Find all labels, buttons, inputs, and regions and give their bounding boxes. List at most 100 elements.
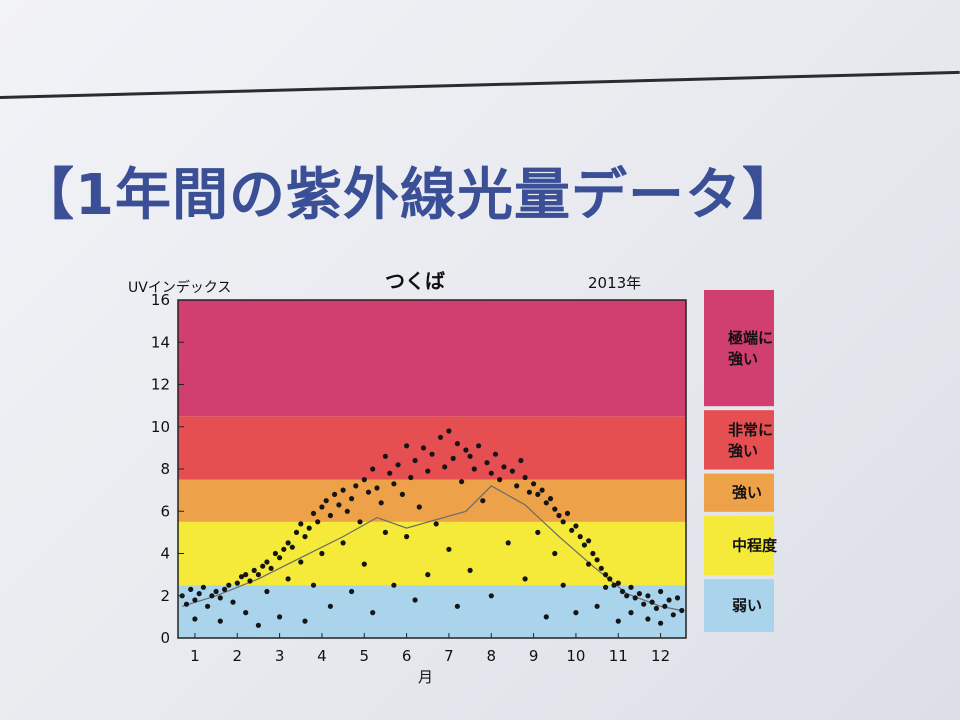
data-point	[446, 428, 452, 434]
data-point	[327, 603, 333, 609]
data-point	[509, 468, 515, 474]
data-point	[370, 466, 376, 472]
y-tick-label: 2	[160, 587, 170, 605]
legend-swatch-4	[704, 579, 774, 632]
data-point	[365, 489, 372, 495]
data-point	[209, 593, 215, 599]
legend-label: 中程度	[732, 537, 778, 555]
data-point	[645, 593, 651, 599]
data-point	[378, 500, 384, 506]
data-point	[543, 500, 549, 506]
data-point	[200, 584, 206, 590]
x-tick-label: 12	[651, 647, 670, 665]
chart-title: つくば	[385, 269, 445, 293]
data-point	[255, 572, 261, 578]
data-point	[382, 529, 388, 536]
data-point	[547, 496, 554, 502]
data-point	[450, 455, 456, 461]
data-point	[336, 502, 342, 508]
data-point	[298, 559, 304, 565]
data-point	[670, 612, 676, 618]
y-tick-label: 10	[151, 418, 170, 436]
data-point	[192, 616, 198, 622]
data-points	[179, 428, 685, 628]
data-point	[391, 481, 397, 487]
data-point	[399, 491, 405, 497]
data-point	[319, 504, 325, 510]
data-point	[560, 582, 566, 588]
x-tick-label: 1	[190, 647, 200, 665]
data-point	[277, 555, 283, 561]
data-point	[268, 565, 274, 571]
data-point	[598, 565, 604, 571]
data-point	[552, 506, 558, 512]
y-tick-label: 4	[160, 545, 170, 563]
y-tick-label: 14	[151, 333, 170, 351]
year-label: 2013年	[588, 274, 641, 292]
data-point	[387, 470, 393, 476]
data-point	[310, 582, 317, 588]
data-point	[217, 618, 223, 624]
x-tick-label: 7	[444, 647, 454, 665]
data-point	[298, 521, 304, 527]
legend-label: 弱い	[732, 597, 762, 615]
data-point	[361, 561, 367, 567]
data-point	[535, 491, 541, 497]
data-point	[476, 443, 482, 449]
data-point	[484, 460, 490, 466]
data-point	[340, 487, 346, 493]
y-tick-label: 16	[151, 291, 170, 309]
data-point	[196, 591, 202, 597]
data-point	[658, 588, 664, 595]
x-tick-label: 10	[566, 647, 585, 665]
data-point	[302, 534, 308, 540]
y-axis-label: UVインデックス	[128, 279, 231, 296]
data-point	[594, 603, 600, 609]
data-point	[603, 584, 609, 590]
x-tick-label: 5	[359, 647, 369, 665]
data-point	[442, 464, 448, 470]
data-point	[586, 561, 592, 567]
data-point	[628, 584, 634, 590]
data-point	[323, 498, 329, 504]
data-point	[641, 601, 647, 607]
y-axis-ticks: 0 2 4 6 8 10 12 14 16	[151, 291, 184, 647]
data-point	[526, 489, 533, 495]
data-point	[467, 453, 473, 459]
legend-swatch-3	[704, 515, 774, 576]
data-point	[293, 529, 300, 536]
legend-label: 非常に強い	[728, 421, 773, 460]
data-point	[619, 588, 626, 595]
data-point	[238, 574, 245, 580]
uv-band-4	[178, 300, 686, 417]
data-point	[310, 510, 317, 516]
data-point	[247, 578, 253, 584]
page-title: 【1年間の紫外線光量データ】	[18, 163, 799, 228]
data-point	[446, 546, 452, 552]
data-point	[590, 550, 596, 557]
data-point	[361, 477, 367, 483]
data-point	[425, 572, 431, 578]
data-point	[539, 487, 545, 493]
x-tick-label: 8	[486, 647, 496, 665]
uv-band-0	[178, 585, 686, 638]
data-point	[230, 599, 236, 605]
data-point	[243, 610, 249, 616]
data-point	[514, 483, 520, 489]
data-point	[459, 479, 465, 485]
data-point	[611, 582, 617, 588]
data-point	[505, 540, 511, 546]
data-point	[349, 496, 355, 502]
data-point	[243, 572, 249, 578]
x-tick-label: 6	[402, 647, 412, 665]
data-point	[281, 546, 287, 552]
data-point	[581, 542, 588, 548]
data-point	[653, 605, 660, 612]
data-point	[395, 462, 401, 468]
legend-label: 極端に強い	[727, 329, 773, 368]
data-point	[666, 597, 672, 603]
data-point	[260, 563, 266, 569]
data-point	[332, 491, 338, 497]
x-tick-label: 4	[317, 647, 327, 665]
data-point	[480, 498, 486, 504]
